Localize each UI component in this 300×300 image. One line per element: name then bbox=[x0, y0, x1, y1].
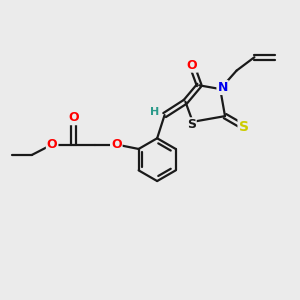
Text: O: O bbox=[47, 138, 57, 151]
Text: O: O bbox=[68, 111, 79, 124]
Text: S: S bbox=[238, 120, 248, 134]
Text: N: N bbox=[218, 81, 228, 94]
Text: H: H bbox=[151, 107, 160, 117]
Text: O: O bbox=[187, 59, 197, 72]
Text: O: O bbox=[111, 138, 122, 151]
Text: S: S bbox=[187, 118, 196, 131]
